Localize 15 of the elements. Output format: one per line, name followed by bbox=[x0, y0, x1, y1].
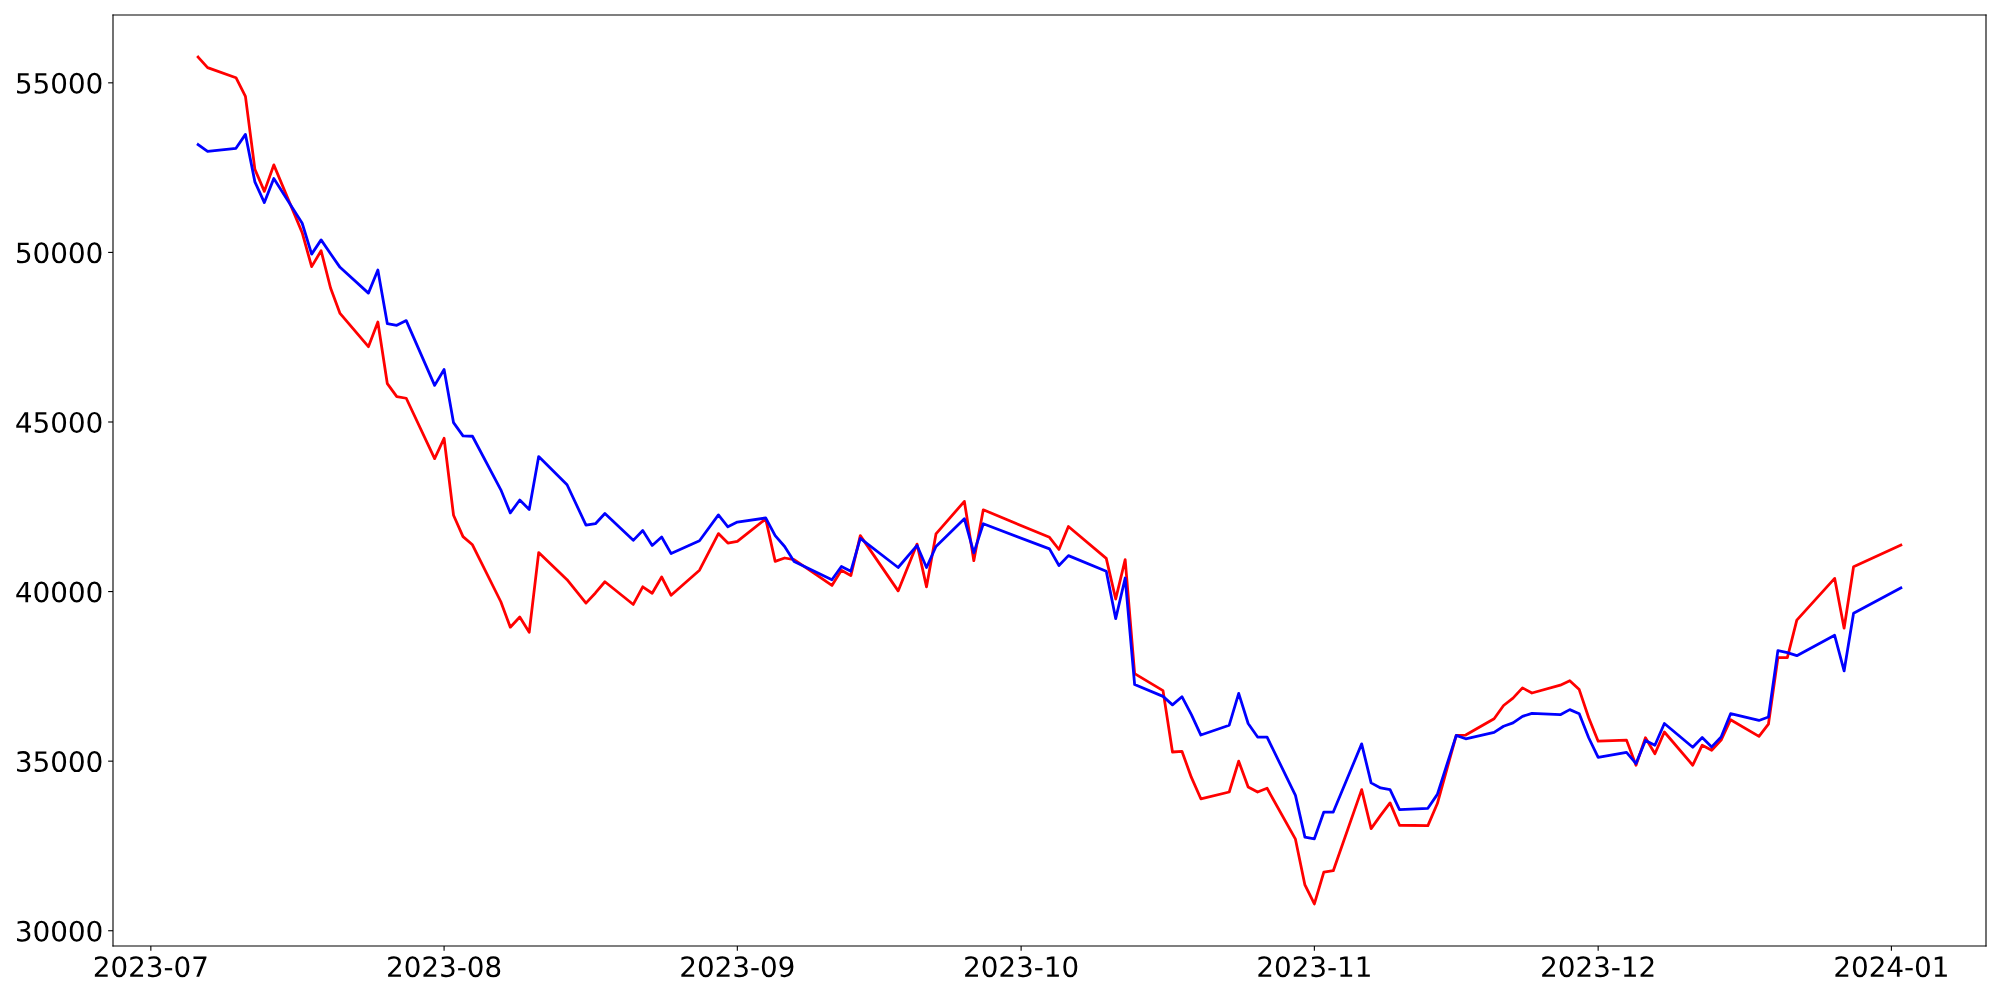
line-series bbox=[196, 133, 1903, 841]
x-tick-label: 2023-11 bbox=[1258, 956, 1370, 978]
y-tick-label: 55000 bbox=[17, 72, 102, 94]
y-tick-label: 50000 bbox=[17, 242, 102, 264]
y-tick-label: 35000 bbox=[17, 751, 102, 773]
x-tick-label: 2024-01 bbox=[1835, 956, 1947, 978]
x-tick-label: 2023-12 bbox=[1542, 956, 1654, 978]
x-tick-label: 2023-10 bbox=[965, 956, 1078, 978]
line-series bbox=[196, 55, 1903, 906]
x-tick-label: 2023-07 bbox=[94, 956, 207, 978]
x-tick-label: 2023-09 bbox=[681, 956, 794, 978]
y-tick-label: 45000 bbox=[16, 411, 102, 433]
y-tick-label: 30000 bbox=[17, 920, 102, 942]
y-tick-label: 40000 bbox=[16, 581, 102, 603]
x-tick-label: 2023-08 bbox=[388, 956, 501, 978]
